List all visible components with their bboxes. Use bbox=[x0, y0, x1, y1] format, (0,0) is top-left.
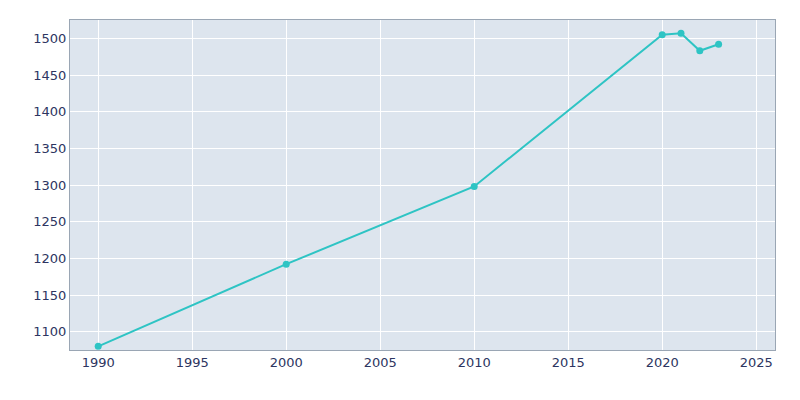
svg-text:1500: 1500 bbox=[33, 31, 66, 46]
svg-text:2000: 2000 bbox=[270, 355, 303, 370]
svg-text:1990: 1990 bbox=[82, 355, 115, 370]
svg-text:2010: 2010 bbox=[458, 355, 491, 370]
svg-text:1200: 1200 bbox=[33, 251, 66, 266]
svg-text:2015: 2015 bbox=[552, 355, 585, 370]
svg-text:1100: 1100 bbox=[33, 324, 66, 339]
svg-text:1150: 1150 bbox=[33, 288, 66, 303]
svg-text:2020: 2020 bbox=[646, 355, 679, 370]
svg-text:1250: 1250 bbox=[33, 214, 66, 229]
svg-text:1995: 1995 bbox=[176, 355, 209, 370]
svg-text:2025: 2025 bbox=[740, 355, 773, 370]
svg-text:1350: 1350 bbox=[33, 141, 66, 156]
svg-text:2005: 2005 bbox=[364, 355, 397, 370]
svg-text:1450: 1450 bbox=[33, 68, 66, 83]
svg-text:1300: 1300 bbox=[33, 178, 66, 193]
svg-text:1400: 1400 bbox=[33, 104, 66, 119]
